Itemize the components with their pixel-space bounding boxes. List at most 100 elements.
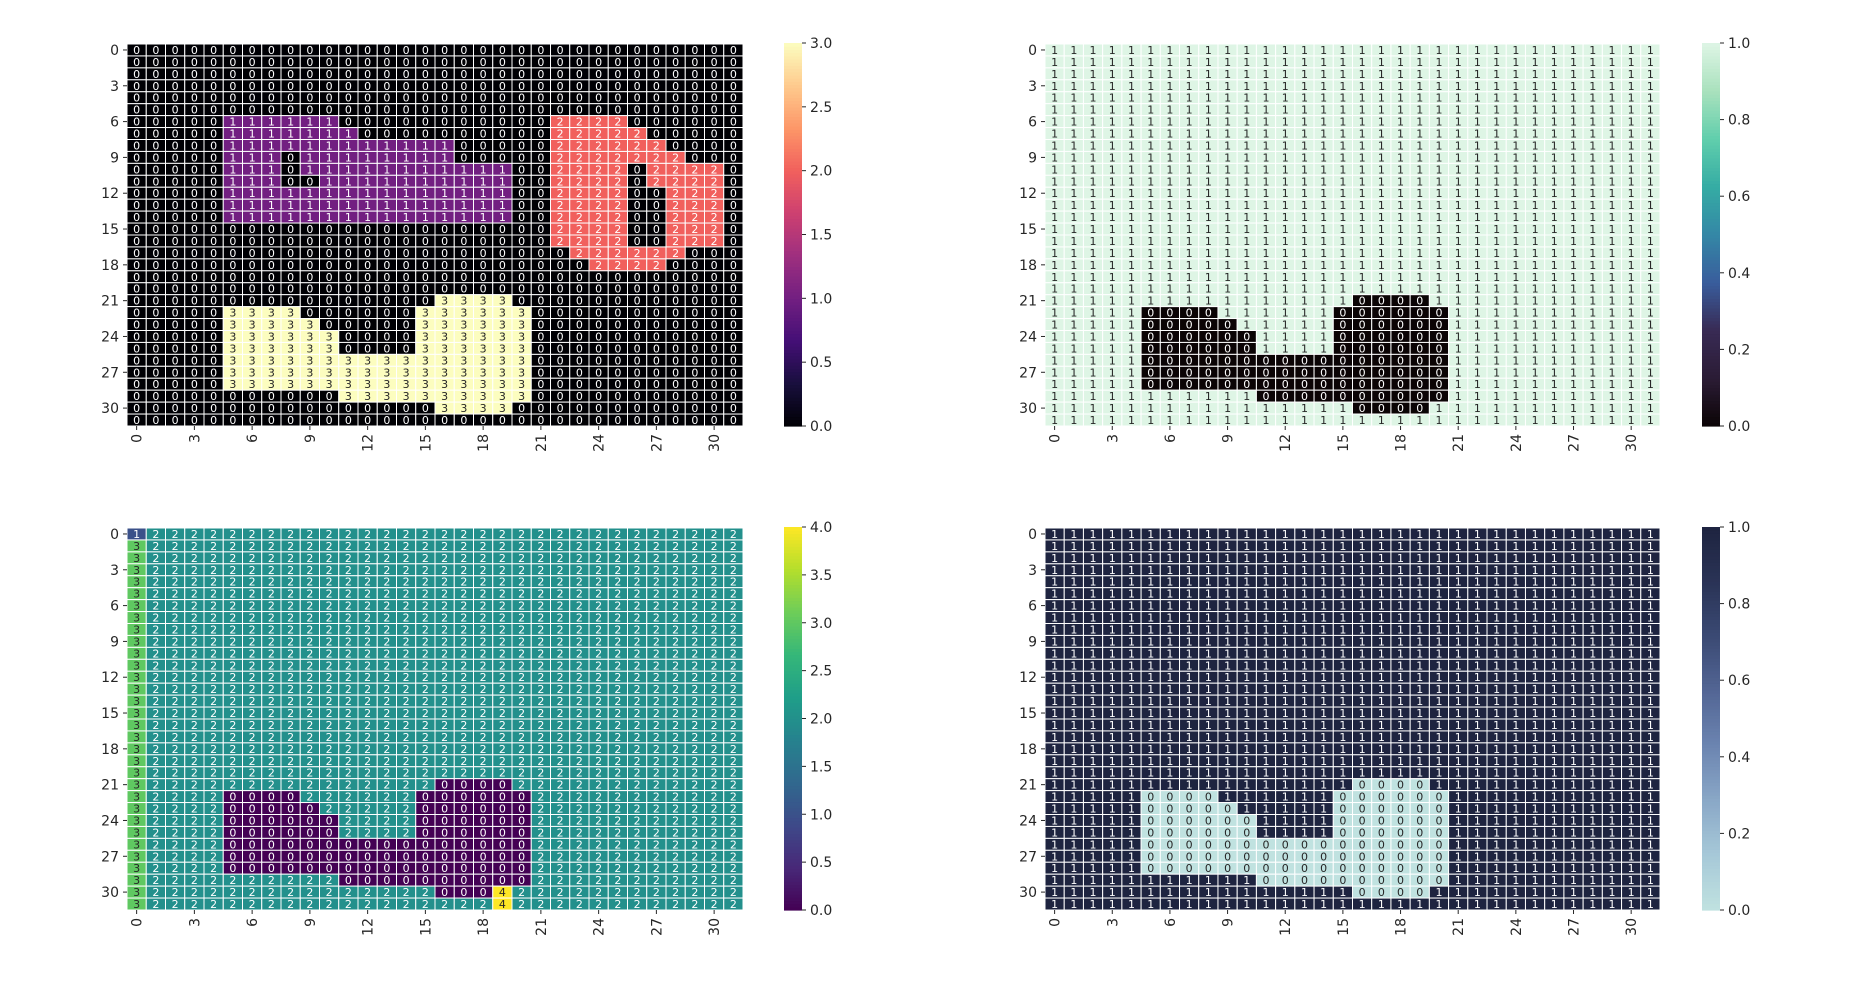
cell-annotation: 0 [326,104,333,117]
cell-annotation: 0 [422,92,429,105]
cell-annotation: 0 [152,80,159,93]
cell-annotation: 1 [1378,414,1385,427]
cell-annotation: 0 [460,80,467,93]
cell-annotation: 0 [191,80,198,93]
cell-annotation: 0 [634,104,641,117]
cell-annotation: 0 [672,80,679,93]
cell-annotation: 0 [249,44,256,57]
cell-annotation: 0 [691,414,698,427]
colorbar-tick-label: 0.0 [810,419,832,435]
cell-annotation: 0 [287,414,294,427]
cell-annotation: 0 [730,44,737,57]
cell-annotation: 0 [518,104,525,117]
cell-annotation: 0 [287,56,294,69]
cell-annotation: 0 [364,80,371,93]
cell-annotation: 0 [191,128,198,141]
cell-annotation: 0 [191,104,198,117]
colorbar-tick-label: 1.0 [810,291,832,307]
cell-annotation: 0 [480,56,487,69]
cell-annotation: 0 [441,92,448,105]
cell-annotation: 0 [345,56,352,69]
cell-annotation: 0 [460,414,467,427]
y-tick-label: 30 [101,401,119,417]
cell-annotation: 1 [1589,414,1596,427]
cell-annotation: 0 [306,92,313,105]
cell-annotation: 0 [557,56,564,69]
cell-annotation: 1 [1320,414,1327,427]
cell-annotation: 0 [364,104,371,117]
cell-annotation: 0 [653,56,660,69]
cell-annotation: 0 [576,56,583,69]
cell-annotation: 0 [191,56,198,69]
cell-annotation: 0 [268,104,275,117]
cell-annotation: 0 [711,44,718,57]
x-tick-label: 9 [1221,434,1237,443]
cell-annotation: 0 [537,116,544,129]
y-tick-label: 12 [1019,186,1037,202]
cell-annotation: 1 [1051,414,1058,427]
cell-annotation: 1 [1474,414,1481,427]
cell-annotation: 0 [383,116,390,129]
cell-annotation: 0 [576,80,583,93]
cell-annotation: 0 [614,44,621,57]
cell-annotation: 0 [287,104,294,117]
cell-annotation: 0 [229,104,236,117]
cell-annotation: 0 [364,56,371,69]
cell-annotation: 0 [268,68,275,81]
cell-annotation: 0 [229,56,236,69]
colorbar-tick-label: 0.8 [1728,113,1750,129]
cell-annotation: 0 [383,56,390,69]
cell-annotation: 0 [518,92,525,105]
cell-annotation: 0 [595,44,602,57]
cell-annotation: 0 [480,116,487,129]
cell-annotation: 0 [210,414,217,427]
cell-annotation: 0 [730,56,737,69]
cell-annotation: 0 [557,68,564,81]
cell-annotation: 0 [576,44,583,57]
cell-annotation: 0 [383,68,390,81]
cell-annotation: 0 [287,80,294,93]
cell-annotation: 0 [210,104,217,117]
cell-annotation: 0 [711,104,718,117]
cell-annotation: 0 [249,104,256,117]
cell-annotation: 0 [595,56,602,69]
cell-annotation: 1 [1397,414,1404,427]
cell-annotation: 0 [557,80,564,93]
cell-annotation: 0 [345,116,352,129]
cell-annotation: 1 [1339,414,1346,427]
y-tick-label: 18 [1019,258,1037,274]
colorbar-tick-label: 2.5 [810,100,832,116]
x-tick-label: 3 [1105,434,1121,443]
cell-annotation: 0 [653,44,660,57]
cell-annotation: 0 [326,56,333,69]
cell-annotation: 0 [249,92,256,105]
cell-annotation: 0 [518,56,525,69]
cell-annotation: 0 [422,56,429,69]
cell-annotation: 0 [345,68,352,81]
cell-annotation: 0 [403,80,410,93]
cell-annotation: 0 [133,116,140,129]
cell-annotation: 0 [672,92,679,105]
cell-annotation: 0 [480,104,487,117]
cell-annotation: 0 [537,56,544,69]
x-tick-label: 3 [187,434,203,443]
cell-annotation: 1 [1455,414,1462,427]
cell-annotation: 0 [518,44,525,57]
colorbar-tick-label: 3.0 [810,36,832,52]
cell-annotation: 0 [326,92,333,105]
cell-annotation: 0 [480,92,487,105]
cell-annotation: 0 [441,116,448,129]
y-tick-label: 6 [1028,115,1037,131]
cell-annotation: 0 [672,104,679,117]
cell-annotation: 0 [672,56,679,69]
cell-annotation: 0 [672,116,679,129]
cell-annotation: 0 [614,68,621,81]
cell-annotation: 0 [172,104,179,117]
cell-annotation: 0 [210,92,217,105]
cell-annotation: 0 [210,116,217,129]
cell-annotation: 0 [672,414,679,427]
cell-annotation: 0 [172,44,179,57]
cell-annotation: 0 [172,414,179,427]
cell-annotation: 0 [691,92,698,105]
